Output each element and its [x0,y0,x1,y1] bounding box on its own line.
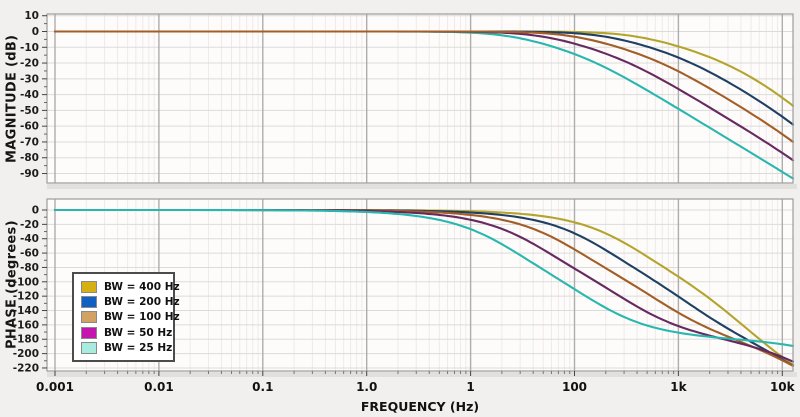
legend-label: BW = 25 Hz [104,342,173,355]
legend-label: BW = 200 Hz [104,296,180,309]
y-tick-label: -40 [20,233,39,245]
y-tick-label: -70 [20,136,39,148]
legend: BW = 400 Hz BW = 200 Hz BW = 100 Hz BW = 50… [72,272,180,362]
legend-item: BW = 200 Hz [81,294,180,309]
legend-swatch [81,311,97,324]
legend-item: BW = 50 Hz [81,325,172,340]
legend-swatch [81,326,97,339]
x-tick-label: 10k [770,380,796,394]
y-tick-label: -80 [20,262,39,274]
x-axis: 0.001 0.01 0.1 1.0 1 100 1k 10k [36,371,796,394]
x-tick-label: 0.01 [144,380,174,394]
panel-shadow [47,184,797,189]
x-tick-label: 1 [466,380,474,394]
y-tick-label: -20 [20,219,39,231]
magnitude-axis-title: MAGNITUDE (dB) [4,34,20,163]
x-tick-label: 0.1 [252,380,273,394]
y-tick-label: -50 [20,105,39,117]
x-tick-label: 0.001 [36,380,74,394]
phase-axis-title: PHASE (degrees) [4,220,20,350]
y-tick-label: -80 [20,152,39,164]
y-tick-label: -160 [13,319,39,331]
legend-swatch [81,342,97,355]
curve-bw100-mag [53,30,795,143]
legend-label: BW = 50 Hz [104,326,173,339]
y-tick-label: -200 [13,348,39,360]
y-tick-label: 0 [32,26,39,38]
curve-bw25-phase [53,208,795,347]
y-tick-label: -30 [20,73,39,85]
panel-frame [46,13,794,184]
y-tick-label: -90 [20,168,39,180]
y-tick-label: -10 [20,42,39,54]
panel-shadow [47,372,797,377]
y-tick-label: -40 [20,89,39,101]
y-tick-label: -20 [20,58,39,70]
legend-swatch [81,280,97,293]
panel-frame [46,198,794,372]
x-tick-label: 1k [670,380,687,394]
y-tick-label: -60 [20,121,39,133]
y-tick-label: -60 [20,248,39,260]
y-tick-label: 10 [24,10,39,22]
y-tick-label: 0 [32,205,39,217]
x-tick-label: 100 [562,380,587,394]
legend-label: BW = 400 Hz [104,280,180,293]
legend-label: BW = 100 Hz [104,311,180,324]
y-tick-label: -180 [13,334,39,346]
legend-item: BW = 400 Hz [81,279,180,294]
y-tick-label: -220 [13,362,39,374]
y-tick-label: -100 [13,276,39,288]
y-tick-label: -140 [13,305,39,317]
frequency-axis-title: FREQUENCY (Hz) [360,399,480,414]
magnitude-panel: 10 0 -10 -20 -30 -40 -50 -60 -70 -80 -90 [20,10,797,189]
y-tick-label: -120 [13,291,39,303]
legend-swatch [81,296,97,309]
legend-item: BW = 100 Hz [81,310,180,325]
x-tick-label: 1.0 [356,380,377,394]
legend-item: BW = 25 Hz [81,341,172,356]
